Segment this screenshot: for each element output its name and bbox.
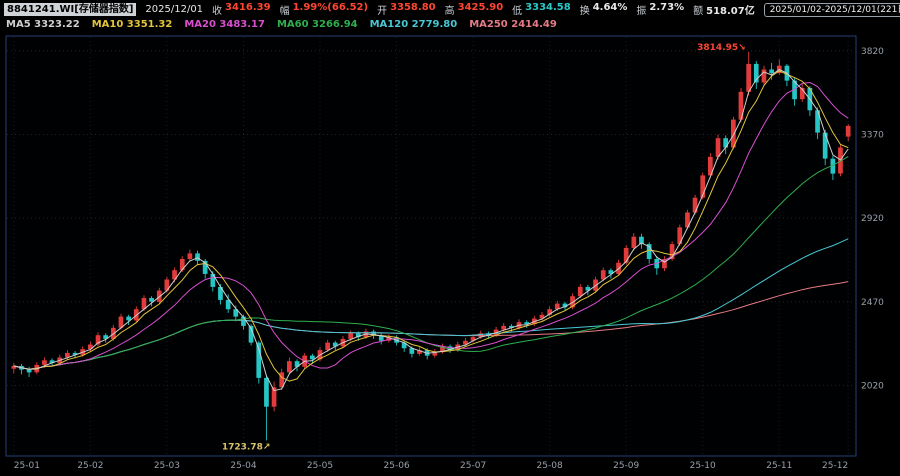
svg-text:3814.95↘: 3814.95↘ [697, 43, 746, 53]
svg-text:2020: 2020 [861, 381, 884, 391]
svg-text:25-09: 25-09 [613, 461, 639, 471]
stat-幅: 幅 1.99%(66.52) [279, 2, 369, 17]
stat-收: 收 3416.39 [212, 2, 271, 17]
ma-legend-ma250: MA250 2414.49 [469, 19, 557, 30]
stat-开: 开 3358.80 [377, 2, 436, 17]
svg-text:2920: 2920 [861, 214, 884, 224]
header-right-tools: 2025/01/02-2025/12/01(221日) [763, 2, 900, 17]
stat-额: 额 518.07亿 [693, 6, 755, 17]
svg-text:25-03: 25-03 [154, 461, 180, 471]
svg-text:25-04: 25-04 [230, 461, 256, 471]
svg-text:25-05: 25-05 [307, 461, 333, 471]
ma-legend-ma60: MA60 3266.94 [276, 19, 358, 30]
quote-date: 2025/12/01 [145, 4, 204, 15]
svg-text:25-12: 25-12 [822, 461, 848, 471]
ma-legend: MA5 3323.22 MA10 3351.32 MA20 3483.17 MA60 … [0, 18, 900, 31]
stat-换: 换 4.64% [579, 2, 628, 17]
svg-text:3370: 3370 [861, 131, 884, 141]
ma-legend-ma120: MA120 2779.80 [369, 19, 458, 30]
stat-振: 振 2.73% [636, 2, 685, 17]
svg-text:2470: 2470 [861, 298, 884, 308]
ma-legend-ma10: MA10 3351.32 [91, 19, 173, 30]
svg-text:25-11: 25-11 [766, 461, 792, 471]
stat-低: 低 3334.58 [512, 2, 571, 17]
svg-text:25-08: 25-08 [537, 461, 563, 471]
svg-text:25-01: 25-01 [14, 461, 40, 471]
ma-legend-ma20: MA20 3483.17 [184, 19, 265, 30]
svg-text:25-06: 25-06 [384, 461, 410, 471]
ticker-label[interactable]: 8841241.WI[存储器指数] [4, 3, 137, 16]
stat-高: 高 3425.90 [444, 2, 504, 17]
date-range-selector[interactable]: 2025/01/02-2025/12/01(221日) [763, 2, 900, 17]
svg-text:3820: 3820 [861, 47, 884, 57]
ma-legend-ma5: MA5 3323.22 [6, 19, 80, 30]
kline-chart[interactable]: 3820 3370 2920 2470 2020 25-01 25-02 25-03 25-04… [2, 32, 896, 476]
top-info-bar: 8841241.WI[存储器指数] 2025/12/01 收 3416.39 幅 1.… [0, 0, 900, 18]
svg-text:25-07: 25-07 [460, 461, 486, 471]
header-stats: 收 3416.39 幅 1.99%(66.52) 开 3358.80 高 3425.90 低 33… [212, 2, 755, 17]
svg-text:25-10: 25-10 [690, 461, 716, 471]
svg-text:25-02: 25-02 [77, 461, 103, 471]
svg-text:1723.78↗: 1723.78↗ [222, 442, 271, 452]
